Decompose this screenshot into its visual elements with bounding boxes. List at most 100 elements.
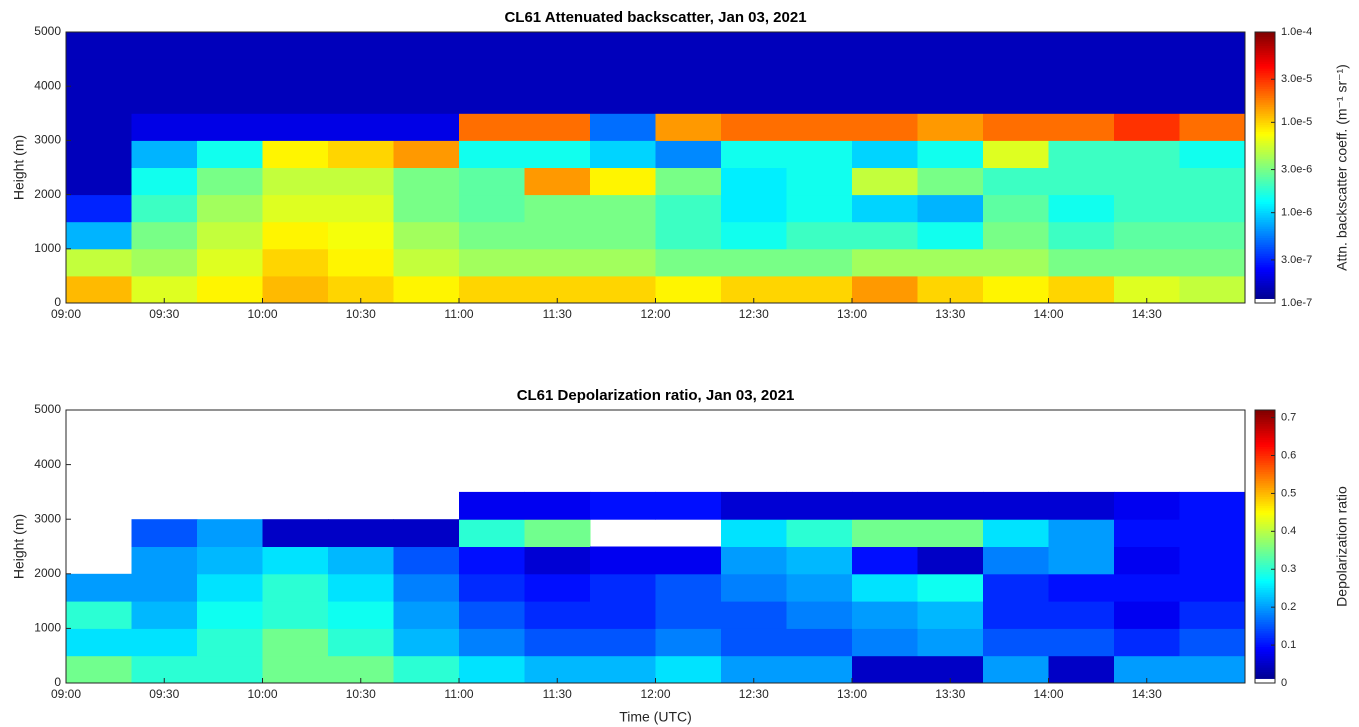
heat-cell: [393, 275, 460, 304]
heat-cell: [786, 248, 853, 277]
heat-cell: [590, 140, 656, 168]
heat-cell: [1048, 655, 1115, 684]
colorbar-swatch: [1255, 126, 1275, 130]
colorbar-swatch: [1255, 557, 1275, 561]
heat-cell: [197, 601, 263, 629]
colorbar-swatch: [1255, 671, 1275, 675]
colorbar-tick-label: 1.0e-7: [1281, 297, 1312, 309]
heat-cell: [328, 601, 394, 629]
colorbar-swatch: [1255, 226, 1275, 229]
heat-cell: [655, 275, 722, 304]
heat-cell: [983, 601, 1049, 629]
heat-cell: [197, 32, 263, 60]
colorbar-swatch: [1255, 628, 1275, 632]
colorbar-swatch: [1255, 678, 1275, 682]
heat-cell: [459, 194, 525, 223]
colorbar-swatch: [1255, 530, 1275, 534]
colorbar-swatch: [1255, 592, 1275, 595]
colorbar-swatch: [1255, 210, 1275, 214]
colorbar-swatch: [1255, 612, 1275, 616]
heat-cell: [917, 194, 984, 223]
colorbar-swatch: [1255, 135, 1275, 139]
heat-cell: [262, 573, 329, 602]
heat-cell: [262, 167, 329, 196]
heat-cell: [131, 248, 198, 277]
x-tick-label: 10:30: [346, 307, 376, 321]
y-tick-label: 2000: [34, 187, 61, 201]
colorbar-swatch: [1255, 32, 1275, 35]
colorbar-swatch: [1255, 667, 1275, 670]
heat-cell: [393, 167, 460, 196]
heat-cell: [328, 573, 394, 602]
colorbar-swatch: [1255, 219, 1275, 223]
colorbar-swatch: [1255, 676, 1275, 679]
heat-cell: [917, 491, 984, 520]
heat-cell: [66, 32, 132, 60]
heat-cell: [1048, 113, 1115, 141]
heat-cell: [917, 519, 984, 547]
heat-cell: [1179, 140, 1246, 168]
colorbar-swatch: [1255, 172, 1275, 175]
colorbar-swatch: [1255, 230, 1275, 234]
heat-cell: [1179, 655, 1246, 684]
heat-cell: [786, 573, 853, 602]
colorbar-swatch: [1255, 617, 1275, 620]
heat-cell: [131, 628, 198, 657]
colorbar-swatch: [1255, 596, 1275, 600]
colorbar-swatch: [1255, 532, 1275, 536]
heat-cell: [524, 86, 591, 114]
colorbar-swatch: [1255, 414, 1275, 418]
heat-cell: [590, 221, 656, 250]
colorbar-swatch: [1255, 653, 1275, 657]
heat-cell: [66, 573, 132, 602]
colorbar-swatch: [1255, 122, 1275, 126]
heat-cell: [983, 86, 1049, 114]
colorbar-swatch: [1255, 637, 1275, 641]
colorbar-swatch: [1255, 425, 1275, 429]
heat-cell: [983, 546, 1049, 575]
heat-cell: [590, 573, 656, 602]
heat-cell: [852, 194, 918, 223]
heat-cell: [131, 140, 198, 168]
heat-cell: [459, 86, 525, 114]
heat-cell: [917, 113, 984, 141]
heat-cell: [1179, 59, 1246, 87]
colorbar-swatch: [1255, 553, 1275, 557]
colorbar-swatch: [1255, 61, 1275, 65]
colorbar-swatch: [1255, 242, 1275, 245]
colorbar-swatch: [1255, 680, 1275, 684]
heat-cell: [393, 519, 460, 547]
colorbar-swatch: [1255, 471, 1275, 475]
heat-cell: [1179, 275, 1246, 304]
heat-cell: [1114, 221, 1180, 250]
heat-cell: [1048, 86, 1115, 114]
colorbar-swatch: [1255, 65, 1275, 69]
colorbar-swatch: [1255, 300, 1275, 304]
colorbar-swatch: [1255, 514, 1275, 518]
heat-cell: [590, 628, 656, 657]
colorbar-swatch: [1255, 111, 1275, 114]
colorbar-tick-label: 3.0e-5: [1281, 73, 1312, 85]
colorbar-swatch: [1255, 475, 1275, 479]
heat-cell: [1179, 32, 1246, 60]
colorbar-swatch: [1255, 614, 1275, 618]
colorbar-swatch: [1255, 660, 1275, 664]
heat-cell: [786, 86, 853, 114]
x-tick-label: 10:30: [346, 687, 376, 701]
colorbar-swatch: [1255, 92, 1275, 96]
colorbar-swatch: [1255, 59, 1275, 62]
heat-cell: [328, 546, 394, 575]
colorbar-swatch: [1255, 293, 1275, 297]
colorbar-swatch: [1255, 510, 1275, 513]
heat-cell: [590, 167, 656, 196]
colorbar-swatch: [1255, 129, 1275, 132]
colorbar-swatch: [1255, 237, 1275, 241]
heat-cell: [393, 221, 460, 250]
colorbar-swatch: [1255, 34, 1275, 38]
colorbar-swatch: [1255, 239, 1275, 243]
heat-cell: [66, 167, 132, 196]
heat-cell: [786, 32, 853, 60]
colorbar-swatch: [1255, 187, 1275, 191]
heat-cell: [1179, 519, 1246, 547]
heat-cell: [1048, 491, 1115, 520]
